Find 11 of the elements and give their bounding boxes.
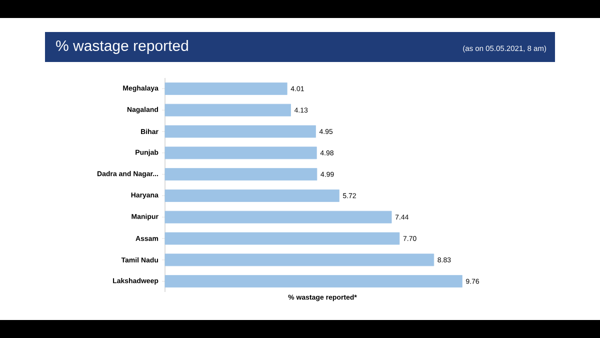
bar: [164, 190, 340, 202]
bar: [164, 168, 318, 180]
bar: [164, 146, 317, 160]
bar: [164, 104, 291, 116]
bar: [164, 275, 462, 288]
bar: [164, 210, 392, 224]
bar: [164, 232, 400, 245]
bar: [164, 254, 434, 266]
bar: [164, 82, 288, 95]
chart-title: % wastage reported: [56, 40, 188, 54]
bar: [164, 125, 316, 138]
